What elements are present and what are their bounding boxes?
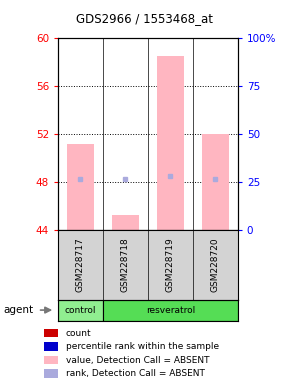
Text: control: control — [65, 306, 96, 314]
Bar — [103, 300, 238, 321]
Text: rank, Detection Call = ABSENT: rank, Detection Call = ABSENT — [66, 369, 204, 378]
Text: value, Detection Call = ABSENT: value, Detection Call = ABSENT — [66, 356, 209, 364]
Text: GSM228718: GSM228718 — [121, 238, 130, 292]
Text: percentile rank within the sample: percentile rank within the sample — [66, 342, 219, 351]
Text: GSM228720: GSM228720 — [211, 238, 220, 292]
Bar — [67, 144, 94, 230]
Bar — [44, 369, 58, 378]
Text: agent: agent — [3, 305, 33, 315]
Text: count: count — [66, 329, 91, 338]
Text: GDS2966 / 1553468_at: GDS2966 / 1553468_at — [77, 12, 213, 25]
Text: GSM228717: GSM228717 — [76, 238, 85, 292]
Bar — [44, 329, 58, 338]
Text: resveratrol: resveratrol — [146, 306, 195, 314]
Bar — [202, 134, 229, 230]
Text: GSM228719: GSM228719 — [166, 238, 175, 292]
Bar — [58, 300, 103, 321]
Bar — [157, 56, 184, 230]
Bar — [44, 356, 58, 364]
Bar — [112, 215, 139, 230]
Bar — [44, 342, 58, 351]
